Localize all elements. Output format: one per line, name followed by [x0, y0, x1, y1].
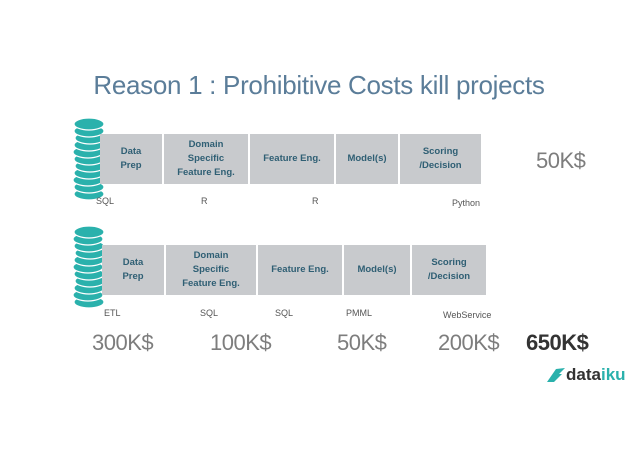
- tech-label: WebService: [443, 310, 492, 320]
- cost-deploy: 200K$: [438, 330, 500, 355]
- cost-etl: 300K$: [92, 330, 154, 355]
- tech-label: ETL: [104, 308, 121, 318]
- dataiku-logo: dataiku: [546, 364, 626, 386]
- step-models: Model(s): [336, 134, 398, 184]
- tech-label: R: [312, 196, 319, 206]
- tech-label: SQL: [275, 308, 294, 318]
- step-feature-eng: Feature Eng.: [250, 134, 334, 184]
- cost-feature: 100K$: [210, 330, 272, 355]
- step-domain-feature-eng: Domain Specific Feature Eng.: [164, 134, 248, 184]
- logo-text: dataiku: [566, 365, 626, 384]
- step-scoring-decision: Scoring/Decision: [400, 134, 481, 184]
- row1-cost: 50K$: [536, 148, 586, 173]
- slide-title: Reason 1 : Prohibitive Costs kill projec…: [93, 70, 545, 100]
- step-models: Model(s): [344, 245, 410, 295]
- step-scoring-decision: Scoring/Decision: [412, 245, 486, 295]
- step-data-prep: Data Prep: [102, 245, 164, 295]
- step-feature-eng: Feature Eng.: [258, 245, 342, 295]
- tech-label: PMML: [346, 308, 373, 318]
- step-domain-feature-eng: Domain Specific Feature Eng.: [166, 245, 256, 295]
- tech-label: SQL: [96, 196, 115, 206]
- tech-label: SQL: [200, 308, 219, 318]
- tech-label: Python: [452, 198, 481, 208]
- tech-label: R: [201, 196, 208, 206]
- total-cost: 650K$: [526, 330, 589, 355]
- step-data-prep: Data Prep: [100, 134, 162, 184]
- bird-icon: [547, 368, 565, 382]
- coin-stack-icon: [72, 225, 106, 309]
- cost-model: 50K$: [337, 330, 387, 355]
